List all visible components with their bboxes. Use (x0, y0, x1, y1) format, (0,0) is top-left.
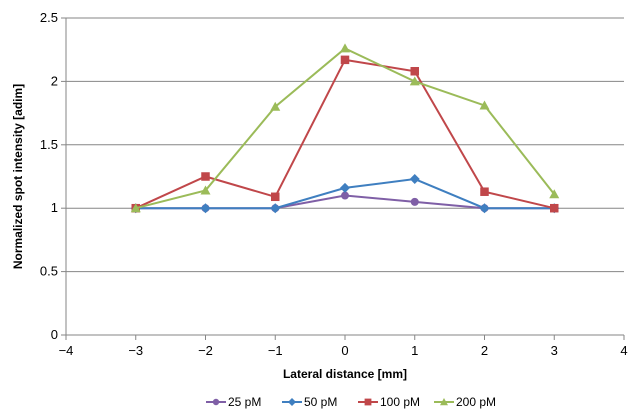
x-tick-label: 2 (481, 343, 488, 358)
y-tick-label: 2.5 (40, 10, 58, 25)
legend: 25 pM 50 pM 100 pM 200 pM (206, 395, 496, 409)
data-point (341, 191, 349, 200)
tick-labels: 0 0.5 1 1.5 2 2.5 −4 −3 −2 −1 0 1 2 3 4 (40, 10, 628, 358)
data-point (340, 182, 350, 193)
data-point (410, 197, 419, 206)
legend-label: 50 pM (304, 395, 337, 409)
x-tick-label: 3 (551, 343, 558, 358)
data-point (270, 101, 281, 111)
legend-label: 25 pM (228, 395, 261, 409)
data-point (340, 55, 350, 65)
axes (61, 17, 625, 340)
data-point (480, 187, 489, 196)
series-layer (130, 43, 560, 214)
data-point (410, 67, 419, 76)
data-point (479, 100, 490, 110)
x-tick-label: 0 (341, 343, 348, 358)
x-tick-label: −2 (198, 343, 213, 358)
data-point (340, 43, 350, 53)
data-point (130, 203, 141, 213)
x-tick-label: 4 (620, 343, 627, 358)
x-tick-label: 1 (411, 343, 418, 358)
data-point (200, 185, 211, 195)
data-point (550, 203, 559, 213)
legend-label: 200 pM (456, 395, 496, 409)
legend-entry: 50 pM (282, 395, 337, 409)
y-tick-label: 0 (51, 327, 58, 342)
data-point (271, 192, 280, 202)
legend-entry: 200 pM (434, 395, 496, 409)
legend-entry: 25 pM (206, 395, 261, 409)
data-point (479, 203, 490, 214)
y-tick-label: 1.5 (40, 137, 58, 152)
data-point (409, 76, 420, 86)
series-200-pm (130, 43, 560, 213)
x-tick-label: −1 (268, 343, 283, 358)
y-axis-title: Normalized spot intensity [adim] (11, 84, 25, 269)
data-point (409, 174, 420, 185)
data-point (288, 398, 296, 406)
legend-label: 100 pM (380, 395, 420, 409)
y-tick-label: 0.5 (40, 264, 58, 279)
data-point (201, 172, 210, 181)
y-tick-label: 2 (51, 73, 58, 88)
data-point (200, 203, 211, 214)
legend-entry: 100 pM (358, 395, 420, 409)
data-point (212, 398, 220, 406)
data-point (270, 203, 281, 214)
x-axis-title: Lateral distance [mm] (283, 367, 407, 381)
data-point (440, 398, 448, 406)
data-point (549, 189, 560, 199)
data-point (364, 398, 372, 406)
y-tick-label: 1 (51, 200, 58, 215)
x-tick-label: −3 (128, 343, 143, 358)
x-tick-label: −4 (59, 343, 74, 358)
